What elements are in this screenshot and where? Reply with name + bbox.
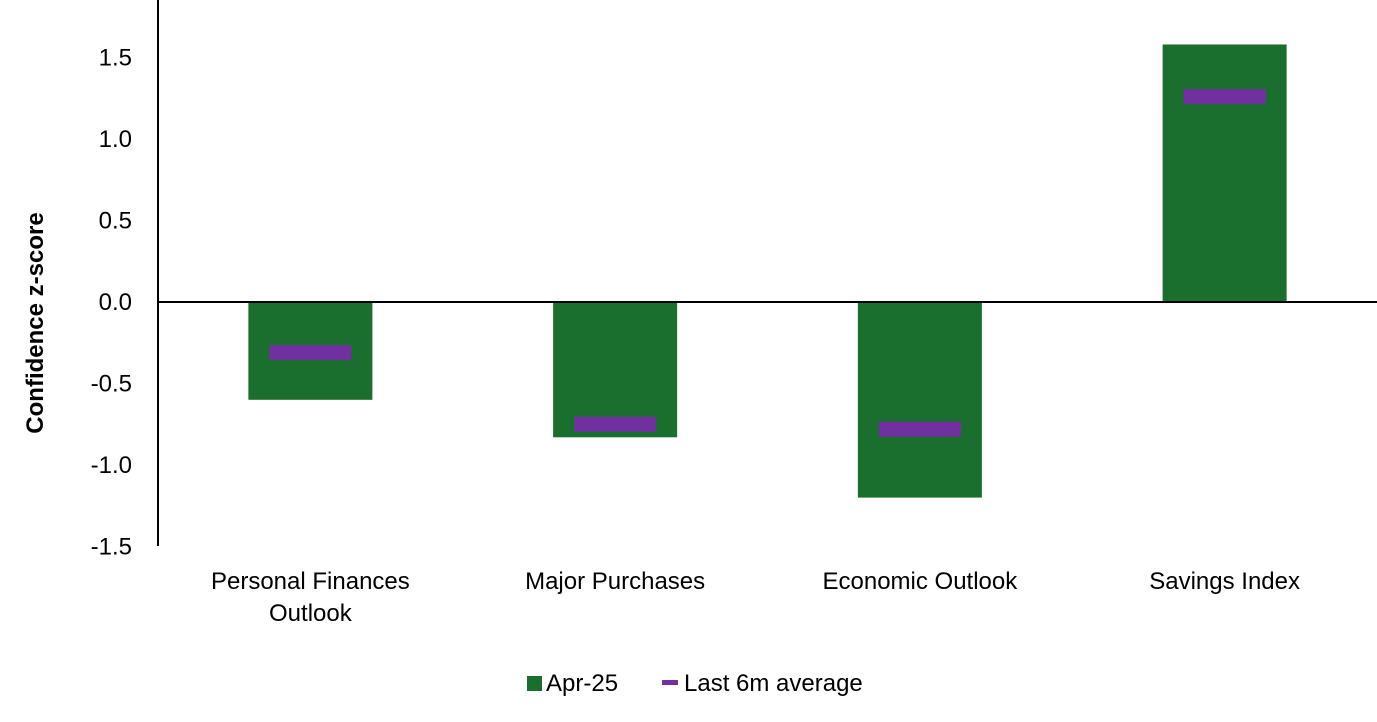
average-marker-2 <box>878 421 961 437</box>
y-tick-label: 1.0 <box>99 126 132 153</box>
axes-layer <box>157 0 1377 546</box>
legend-label-marker: Last 6m average <box>684 670 863 697</box>
category-label: Economic Outlook <box>822 568 1018 595</box>
average-marker-3 <box>1183 89 1266 105</box>
bar-2 <box>857 302 982 498</box>
bars-layer <box>248 44 1287 498</box>
legend-label-bar: Apr-25 <box>546 670 618 697</box>
category-label: Major Purchases <box>525 568 705 595</box>
y-axis-title: Confidence z-score <box>22 212 49 433</box>
y-tick-label: -1.0 <box>91 452 132 479</box>
bar-1 <box>553 302 678 438</box>
legend-bar-swatch <box>527 676 542 691</box>
y-tick-label: -0.5 <box>91 371 132 398</box>
average-marker-0 <box>269 345 352 361</box>
category-label: Outlook <box>269 600 353 627</box>
y-tick-label: -1.5 <box>91 534 132 561</box>
y-tick-label: 1.5 <box>99 45 132 72</box>
y-tick-label: 0.5 <box>99 208 132 235</box>
average-marker-1 <box>574 416 657 432</box>
labels-layer: 1.5 1.0 0.5 0.0 -0.5 -1.0 -1.5 Confidence z-sco… <box>22 45 1300 628</box>
category-label: Personal Finances <box>211 568 410 595</box>
legend: Apr-25 Last 6m average <box>527 670 863 697</box>
y-tick-label: 0.0 <box>99 289 132 316</box>
legend-marker-swatch <box>662 680 678 685</box>
category-label: Savings Index <box>1149 568 1300 595</box>
markers-layer <box>269 89 1266 437</box>
bar-3 <box>1162 44 1287 303</box>
